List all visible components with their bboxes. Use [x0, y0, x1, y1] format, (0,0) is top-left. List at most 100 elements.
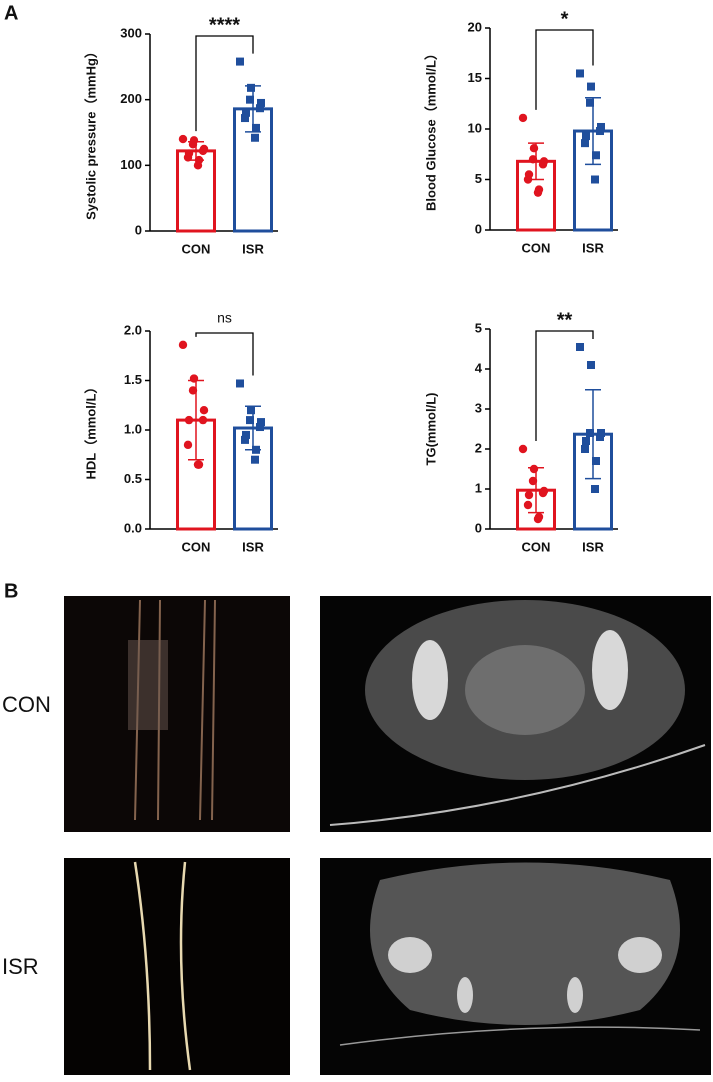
x-tick-label: ISR — [582, 240, 604, 255]
image-con-angiography — [64, 596, 290, 832]
data-point — [586, 98, 594, 107]
data-point — [257, 418, 265, 427]
data-point — [523, 500, 533, 510]
data-point — [581, 445, 589, 453]
significance-bracket — [195, 332, 254, 376]
significance-label: ns — [217, 310, 232, 326]
data-point — [591, 485, 599, 493]
y-tick-label: 10 — [468, 120, 482, 135]
data-point — [582, 132, 590, 141]
data-point — [193, 460, 203, 469]
data-point — [183, 440, 193, 450]
data-point — [523, 175, 533, 184]
data-point — [518, 444, 528, 454]
data-point — [524, 490, 534, 500]
data-point — [538, 160, 548, 169]
data-point — [576, 343, 584, 351]
y-axis-label: Systolic pressure（mmHg） — [83, 45, 98, 220]
data-point — [241, 435, 249, 444]
data-point — [189, 374, 199, 383]
y-axis-label: HDL（mmol/L） — [83, 381, 98, 480]
y-tick-label: 2.0 — [124, 322, 142, 337]
data-point — [533, 188, 543, 197]
data-point — [529, 464, 539, 474]
x-tick-label: ISR — [242, 241, 264, 256]
data-point — [529, 143, 539, 153]
data-point — [242, 430, 250, 439]
x-tick-label: ISR — [242, 539, 264, 554]
panel-label: A — [4, 2, 18, 24]
data-point — [188, 386, 198, 395]
data-point — [178, 134, 188, 144]
x-tick-label: ISR — [582, 539, 604, 554]
x-tick-label: CON — [522, 539, 551, 554]
data-point — [591, 175, 599, 184]
data-point — [251, 133, 259, 142]
image-con-ct — [320, 596, 711, 832]
y-axis-label: Blood Glucose（mmol/L） — [423, 47, 438, 211]
y-tick-label: 1.5 — [124, 372, 142, 387]
y-tick-label: 4 — [475, 360, 483, 375]
significance-bracket — [535, 29, 594, 110]
significance-label: * — [561, 8, 569, 30]
row-label: ISR — [2, 954, 39, 979]
panel-label: B — [4, 580, 18, 602]
data-point — [581, 139, 589, 148]
data-point — [198, 146, 208, 156]
data-point — [184, 415, 194, 425]
data-point — [246, 95, 254, 104]
y-tick-label: 3 — [475, 400, 482, 415]
data-point — [518, 113, 528, 123]
data-point — [251, 455, 259, 464]
x-tick-label: CON — [522, 240, 551, 255]
data-point — [592, 457, 600, 465]
significance-label: ** — [557, 309, 573, 331]
y-tick-label: 200 — [120, 91, 142, 106]
x-tick-label: CON — [182, 539, 211, 554]
y-tick-label: 300 — [120, 25, 142, 40]
data-point — [236, 379, 244, 388]
y-tick-label: 1 — [475, 480, 482, 495]
y-tick-label: 100 — [120, 157, 142, 172]
image-isr-angiography — [64, 858, 290, 1075]
data-point — [252, 445, 260, 454]
data-point — [592, 151, 600, 160]
significance-label: **** — [209, 14, 240, 36]
y-tick-label: 0 — [475, 520, 482, 535]
x-tick-label: CON — [182, 241, 211, 256]
image-isr-ct — [320, 858, 711, 1075]
data-point — [533, 514, 543, 524]
data-point — [596, 433, 604, 441]
data-point — [528, 155, 538, 164]
y-tick-label: 0.5 — [124, 471, 142, 486]
data-point — [586, 429, 594, 437]
data-point — [587, 361, 595, 369]
data-point — [597, 122, 605, 131]
y-tick-label: 20 — [468, 19, 482, 34]
data-point — [193, 161, 203, 170]
y-tick-label: 0 — [135, 222, 142, 237]
y-tick-label: 5 — [475, 171, 482, 186]
data-point — [188, 140, 198, 149]
significance-bracket — [195, 35, 254, 132]
data-point — [236, 57, 244, 66]
data-point — [528, 476, 538, 486]
data-point — [582, 437, 590, 445]
data-point — [252, 123, 260, 132]
data-point — [183, 153, 193, 162]
data-point — [242, 108, 250, 117]
data-point — [587, 82, 595, 91]
y-axis-label: TG(mmol/L) — [423, 393, 438, 466]
y-tick-label: 2 — [475, 440, 482, 455]
data-point — [198, 415, 208, 425]
data-point — [241, 114, 249, 123]
data-point — [256, 423, 264, 432]
significance-bracket — [535, 330, 594, 441]
data-point — [538, 488, 548, 498]
data-point — [596, 127, 604, 136]
data-point — [247, 406, 255, 415]
data-point — [199, 406, 209, 415]
y-tick-label: 0 — [475, 221, 482, 236]
y-tick-label: 5 — [475, 320, 482, 335]
